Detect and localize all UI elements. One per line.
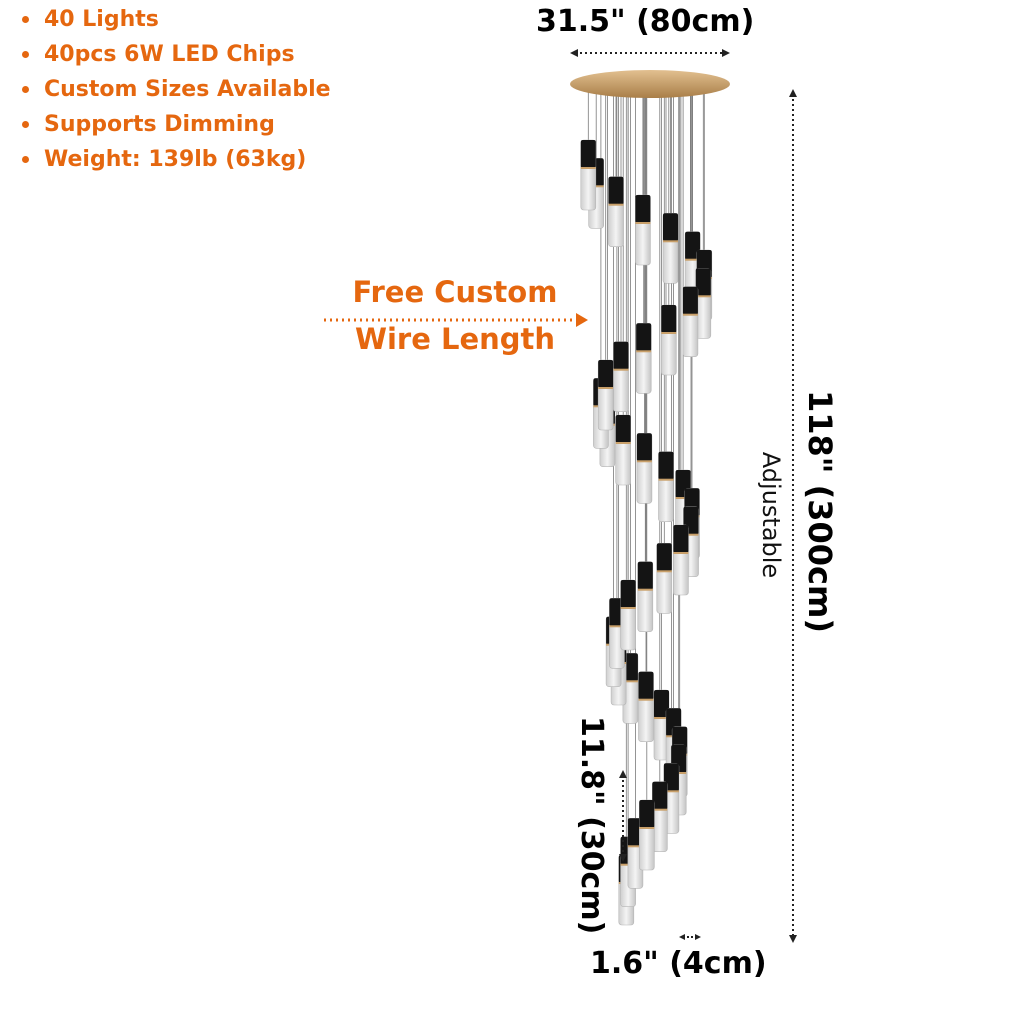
- feature-item: 40pcs 6W LED Chips: [22, 37, 331, 72]
- dot-bullet-icon: [22, 16, 29, 23]
- feature-text: 40 Lights: [44, 7, 159, 32]
- light-tube: [660, 304, 677, 376]
- feature-item: Custom Sizes Available: [22, 72, 331, 107]
- light-tube: [637, 561, 654, 633]
- feature-text: Supports Dimming: [44, 112, 275, 137]
- light-tube: [635, 322, 652, 394]
- light-tube: [673, 524, 689, 596]
- light-tube: [615, 414, 632, 486]
- light-tube: [662, 213, 679, 284]
- light-tube: [613, 341, 629, 413]
- width-dimension-arrow: [570, 49, 730, 57]
- height-dimension-label: 118" (300cm): [801, 390, 839, 633]
- custom-wire-label-line2: Wire Length: [354, 322, 556, 356]
- light-tube: [658, 451, 674, 523]
- light-tube: [638, 799, 655, 871]
- light-tube: [663, 762, 680, 834]
- width-dimension-label: 31.5" (80cm): [536, 4, 755, 39]
- ceiling-canopy: [570, 70, 730, 98]
- feature-text: 40pcs 6W LED Chips: [44, 42, 295, 67]
- adjustable-label: Adjustable: [757, 451, 785, 579]
- feature-item: Supports Dimming: [22, 107, 331, 142]
- custom-wire-label-line1: Free Custom: [352, 275, 558, 309]
- light-tubes: [580, 139, 713, 926]
- light-tube: [635, 194, 651, 266]
- light-tube: [695, 267, 712, 339]
- light-tube: [608, 176, 624, 247]
- dot-bullet-icon: [22, 156, 29, 163]
- dot-bullet-icon: [22, 51, 29, 58]
- tube-length-label: 11.8" (30cm): [574, 716, 609, 935]
- feature-item: 40 Lights: [22, 2, 331, 37]
- light-tube: [682, 286, 699, 358]
- light-tube: [653, 689, 670, 761]
- tube-length-arrow: [619, 770, 627, 862]
- feature-text: Weight: 139lb (63kg): [44, 147, 307, 172]
- dot-bullet-icon: [22, 86, 29, 93]
- tube-diameter-arrow: [679, 934, 701, 940]
- light-tube: [620, 579, 637, 651]
- feature-list: 40 Lights 40pcs 6W LED Chips Custom Size…: [22, 2, 331, 177]
- feature-item: Weight: 139lb (63kg): [22, 142, 331, 177]
- light-tube: [580, 139, 597, 211]
- height-dimension-arrow: [789, 89, 797, 943]
- light-tube: [636, 432, 653, 504]
- tube-diameter-label: 1.6" (4cm): [590, 946, 767, 981]
- dotted-right-arrow-icon: [324, 313, 588, 327]
- feature-text: Custom Sizes Available: [44, 77, 331, 102]
- light-tube: [638, 671, 654, 743]
- dot-bullet-icon: [22, 121, 29, 128]
- light-tube: [651, 781, 668, 853]
- light-tube: [656, 542, 673, 614]
- light-tube: [622, 652, 639, 724]
- light-tube: [597, 359, 614, 431]
